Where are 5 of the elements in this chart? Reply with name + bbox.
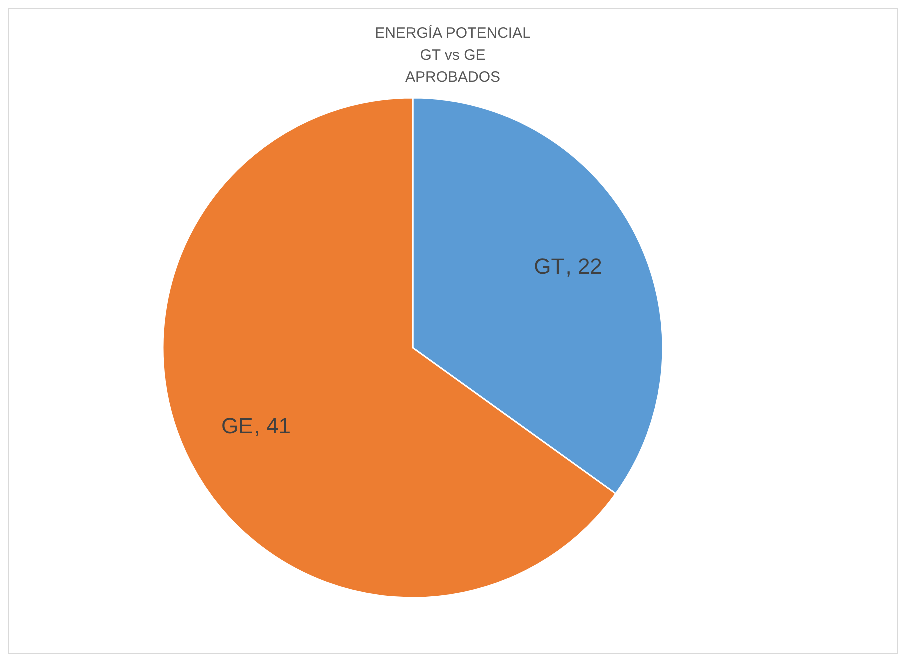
slice-label: GE	[221, 414, 254, 439]
data-label: , 22	[566, 254, 602, 279]
chart-title: ENERGÍA POTENCIAL GT vs GE APROBADOS	[375, 24, 531, 86]
data-label: , 41	[254, 414, 291, 439]
slice-label: GT	[534, 254, 565, 279]
